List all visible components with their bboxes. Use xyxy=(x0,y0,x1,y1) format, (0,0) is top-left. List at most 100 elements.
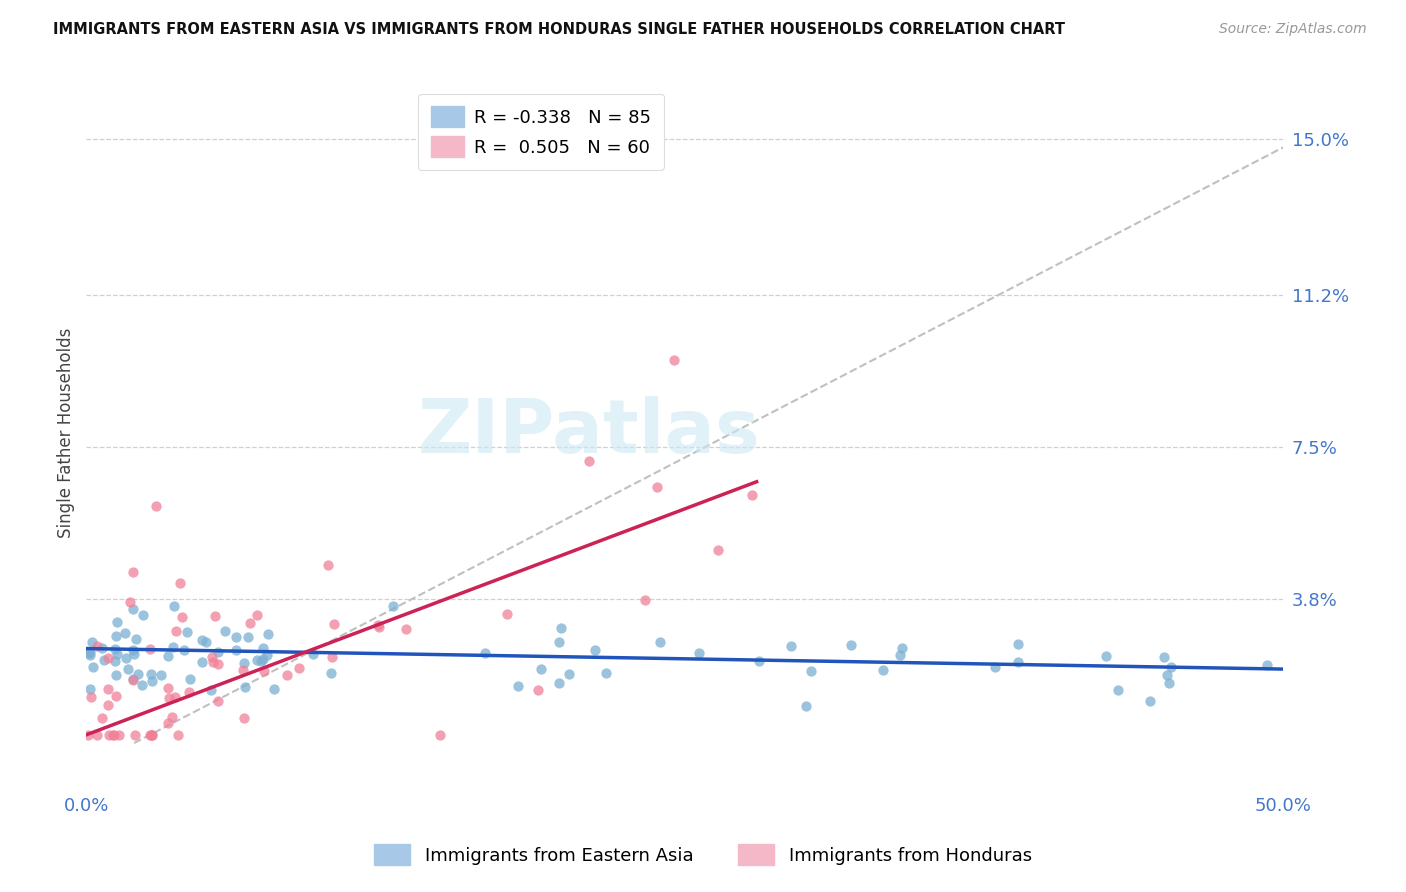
Point xyxy=(114,626,136,640)
Point xyxy=(120,595,142,609)
Point xyxy=(548,635,571,649)
Point xyxy=(172,610,194,624)
Point xyxy=(77,728,100,742)
Point xyxy=(173,643,195,657)
Point xyxy=(1107,683,1129,698)
Point xyxy=(323,616,346,631)
Point xyxy=(233,680,256,694)
Point xyxy=(547,675,569,690)
Point xyxy=(141,674,163,689)
Point xyxy=(165,624,187,638)
Point xyxy=(162,599,184,613)
Point xyxy=(97,728,120,742)
Point xyxy=(195,635,218,649)
Point xyxy=(80,635,103,649)
Text: Source: ZipAtlas.com: Source: ZipAtlas.com xyxy=(1219,22,1367,37)
Point xyxy=(200,650,222,665)
Point xyxy=(595,666,617,681)
Point xyxy=(634,593,657,607)
Point xyxy=(233,711,256,725)
Point xyxy=(127,667,149,681)
Point xyxy=(82,659,104,673)
Point xyxy=(207,645,229,659)
Point xyxy=(104,641,127,656)
Point xyxy=(200,682,222,697)
Point xyxy=(122,642,145,657)
Point xyxy=(688,646,710,660)
Point xyxy=(122,565,145,579)
Point xyxy=(246,608,269,623)
Text: IMMIGRANTS FROM EASTERN ASIA VS IMMIGRANTS FROM HONDURAS SINGLE FATHER HOUSEHOLD: IMMIGRANTS FROM EASTERN ASIA VS IMMIGRAN… xyxy=(53,22,1066,37)
Point xyxy=(1256,658,1278,673)
Point xyxy=(207,657,229,671)
Point xyxy=(232,664,254,678)
Point xyxy=(316,558,339,573)
Point xyxy=(86,728,108,742)
Point xyxy=(122,673,145,687)
Point xyxy=(889,648,911,662)
Point xyxy=(529,662,551,676)
Point xyxy=(246,653,269,667)
Point xyxy=(367,618,389,632)
Point xyxy=(177,685,200,699)
Point xyxy=(103,728,125,742)
Point xyxy=(256,648,278,662)
Point xyxy=(648,635,671,649)
Point xyxy=(748,654,770,668)
Point xyxy=(253,664,276,678)
Point xyxy=(839,638,862,652)
Point xyxy=(124,632,146,646)
Point xyxy=(122,647,145,661)
Point xyxy=(288,660,311,674)
Point xyxy=(550,621,572,635)
Point xyxy=(156,681,179,696)
Point xyxy=(165,690,187,705)
Point xyxy=(583,643,606,657)
Point xyxy=(872,663,894,677)
Point xyxy=(645,480,668,494)
Point xyxy=(214,624,236,639)
Point xyxy=(779,639,801,653)
Point xyxy=(204,609,226,624)
Point xyxy=(239,616,262,631)
Point xyxy=(474,646,496,660)
Point xyxy=(707,543,730,558)
Legend: Immigrants from Eastern Asia, Immigrants from Honduras: Immigrants from Eastern Asia, Immigrants… xyxy=(367,837,1039,872)
Point xyxy=(429,728,451,742)
Point xyxy=(367,619,389,633)
Point xyxy=(578,454,600,468)
Point xyxy=(252,641,274,656)
Point xyxy=(236,630,259,644)
Point xyxy=(145,499,167,513)
Point xyxy=(141,666,163,681)
Point xyxy=(319,666,342,681)
Point xyxy=(527,682,550,697)
Point xyxy=(202,655,225,669)
Point xyxy=(114,651,136,665)
Point xyxy=(79,648,101,662)
Point xyxy=(207,693,229,707)
Point xyxy=(256,627,278,641)
Point xyxy=(395,622,418,636)
Y-axis label: Single Father Households: Single Father Households xyxy=(58,327,75,538)
Point xyxy=(77,646,100,660)
Point xyxy=(162,640,184,654)
Point xyxy=(662,353,685,368)
Point xyxy=(558,667,581,681)
Point xyxy=(741,488,763,502)
Point xyxy=(91,711,114,725)
Point xyxy=(141,728,163,742)
Point xyxy=(225,631,247,645)
Point xyxy=(225,642,247,657)
Point xyxy=(121,602,143,616)
Point xyxy=(1159,676,1181,690)
Point xyxy=(381,599,404,613)
Point xyxy=(1095,648,1118,663)
Point xyxy=(179,672,201,686)
Point xyxy=(891,641,914,656)
Point xyxy=(796,698,818,713)
Point xyxy=(162,709,184,723)
Point xyxy=(139,728,162,742)
Point xyxy=(800,665,823,679)
Point xyxy=(91,641,114,656)
